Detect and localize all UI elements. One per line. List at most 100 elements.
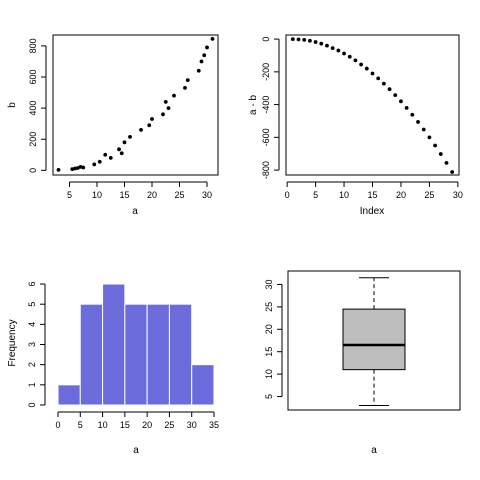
data-point (150, 117, 154, 121)
data-point (210, 36, 215, 41)
histogram-bar (102, 283, 126, 406)
x-axis: 5 10 15 20 25 30 (67, 181, 212, 200)
x-tick-label: 10 (98, 420, 108, 430)
data-point (319, 41, 324, 46)
interquartile-box (342, 308, 406, 371)
data-point (399, 99, 403, 104)
x-tick-label: 30 (187, 420, 197, 430)
histogram-bars (57, 283, 215, 406)
x-axis-title: Index (360, 206, 384, 217)
data-point (410, 112, 415, 117)
x-tick-label: 25 (164, 420, 174, 430)
y-tick-label: 0 (28, 168, 38, 173)
data-point (325, 43, 329, 48)
x-tick-label: 5 (78, 420, 83, 430)
data-point (364, 66, 369, 71)
y-tick-label: 800 (28, 38, 38, 53)
histogram-panel: 0 5 10 15 20 25 30 35 0 1 2 3 4 5 6 a Frequency (7, 282, 219, 456)
y-tick-label: 0 (27, 402, 37, 407)
data-point (421, 127, 426, 132)
y-tick-label: 3 (27, 342, 37, 347)
y-tick-label: 25 (264, 302, 274, 312)
data-point (97, 159, 102, 164)
y-tick-label: -600 (261, 128, 271, 146)
x-tick-label: 25 (174, 190, 184, 200)
data-point (381, 81, 386, 86)
y-tick-label: -800 (261, 161, 271, 179)
y-tick-label: 200 (28, 132, 38, 147)
data-point (183, 85, 187, 90)
x-tick-label: 35 (209, 420, 219, 430)
x-tick-label: 0 (55, 420, 60, 430)
data-points (290, 37, 455, 174)
y-axis-title: Frequency (7, 319, 18, 366)
y-axis: 0 -200 -400 -600 -800 (261, 37, 280, 179)
data-point (205, 45, 209, 50)
data-point (92, 162, 97, 167)
x-axis: 0 5 10 15 20 25 30 (285, 181, 463, 200)
data-point (393, 93, 398, 97)
data-point (308, 38, 312, 43)
data-point (387, 87, 392, 92)
y-tick-label: 5 (264, 394, 274, 399)
x-axis-title: a (132, 206, 138, 217)
x-tick-label: 15 (119, 190, 129, 200)
y-tick-label: 1 (27, 382, 37, 387)
y-tick-label: 5 (27, 302, 37, 307)
data-point (296, 37, 301, 42)
histogram-bar (79, 303, 104, 406)
box-and-whiskers (342, 277, 406, 407)
x-axis: 0 5 10 15 20 25 30 35 (55, 411, 219, 430)
y-tick-label: 0 (261, 37, 271, 42)
data-point (427, 135, 432, 140)
data-point (166, 106, 171, 111)
histogram-bar (146, 303, 170, 406)
y-tick-label: 20 (264, 324, 274, 334)
y-tick-label: 10 (264, 369, 274, 379)
y-axis: 0 1 2 3 4 5 6 (27, 282, 46, 408)
x-tick-label: 30 (453, 190, 463, 200)
data-point (353, 58, 358, 63)
data-point (433, 143, 437, 148)
x-tick-label: 10 (339, 190, 349, 200)
x-tick-label: 10 (92, 190, 102, 200)
y-axis-title: b (7, 102, 18, 108)
data-point (416, 120, 420, 124)
x-tick-label: 30 (202, 190, 212, 200)
x-tick-label: 20 (396, 190, 406, 200)
data-point (81, 165, 86, 170)
y-tick-label: 2 (27, 362, 37, 367)
data-point (163, 99, 168, 104)
histogram-bar (124, 303, 148, 406)
data-point (199, 59, 204, 64)
data-point (117, 147, 121, 152)
data-point (128, 134, 132, 139)
data-point (56, 167, 61, 172)
data-point (103, 152, 108, 157)
data-point (376, 76, 381, 81)
x-axis-title: a (133, 445, 139, 456)
data-point (404, 105, 409, 110)
x-tick-label: 20 (147, 190, 157, 200)
x-tick-label: 5 (313, 190, 318, 200)
data-point (444, 160, 449, 165)
plot-frame (52, 34, 219, 176)
data-point (122, 140, 127, 145)
histogram-bar (191, 364, 215, 406)
y-tick-label: 6 (27, 282, 37, 287)
data-point (196, 68, 201, 73)
y-axis: 5 10 15 20 25 30 (264, 279, 283, 399)
x-axis-title: a (371, 445, 377, 456)
data-point (342, 51, 346, 56)
y-tick-label: -400 (261, 96, 271, 114)
plot-frame (285, 34, 460, 176)
data-point (290, 37, 295, 41)
x-tick-label: 25 (424, 190, 434, 200)
data-point (202, 53, 207, 58)
x-tick-label: 5 (67, 190, 72, 200)
y-tick-label: 30 (264, 279, 274, 289)
data-points (56, 36, 215, 172)
y-tick-label: 400 (28, 101, 38, 116)
